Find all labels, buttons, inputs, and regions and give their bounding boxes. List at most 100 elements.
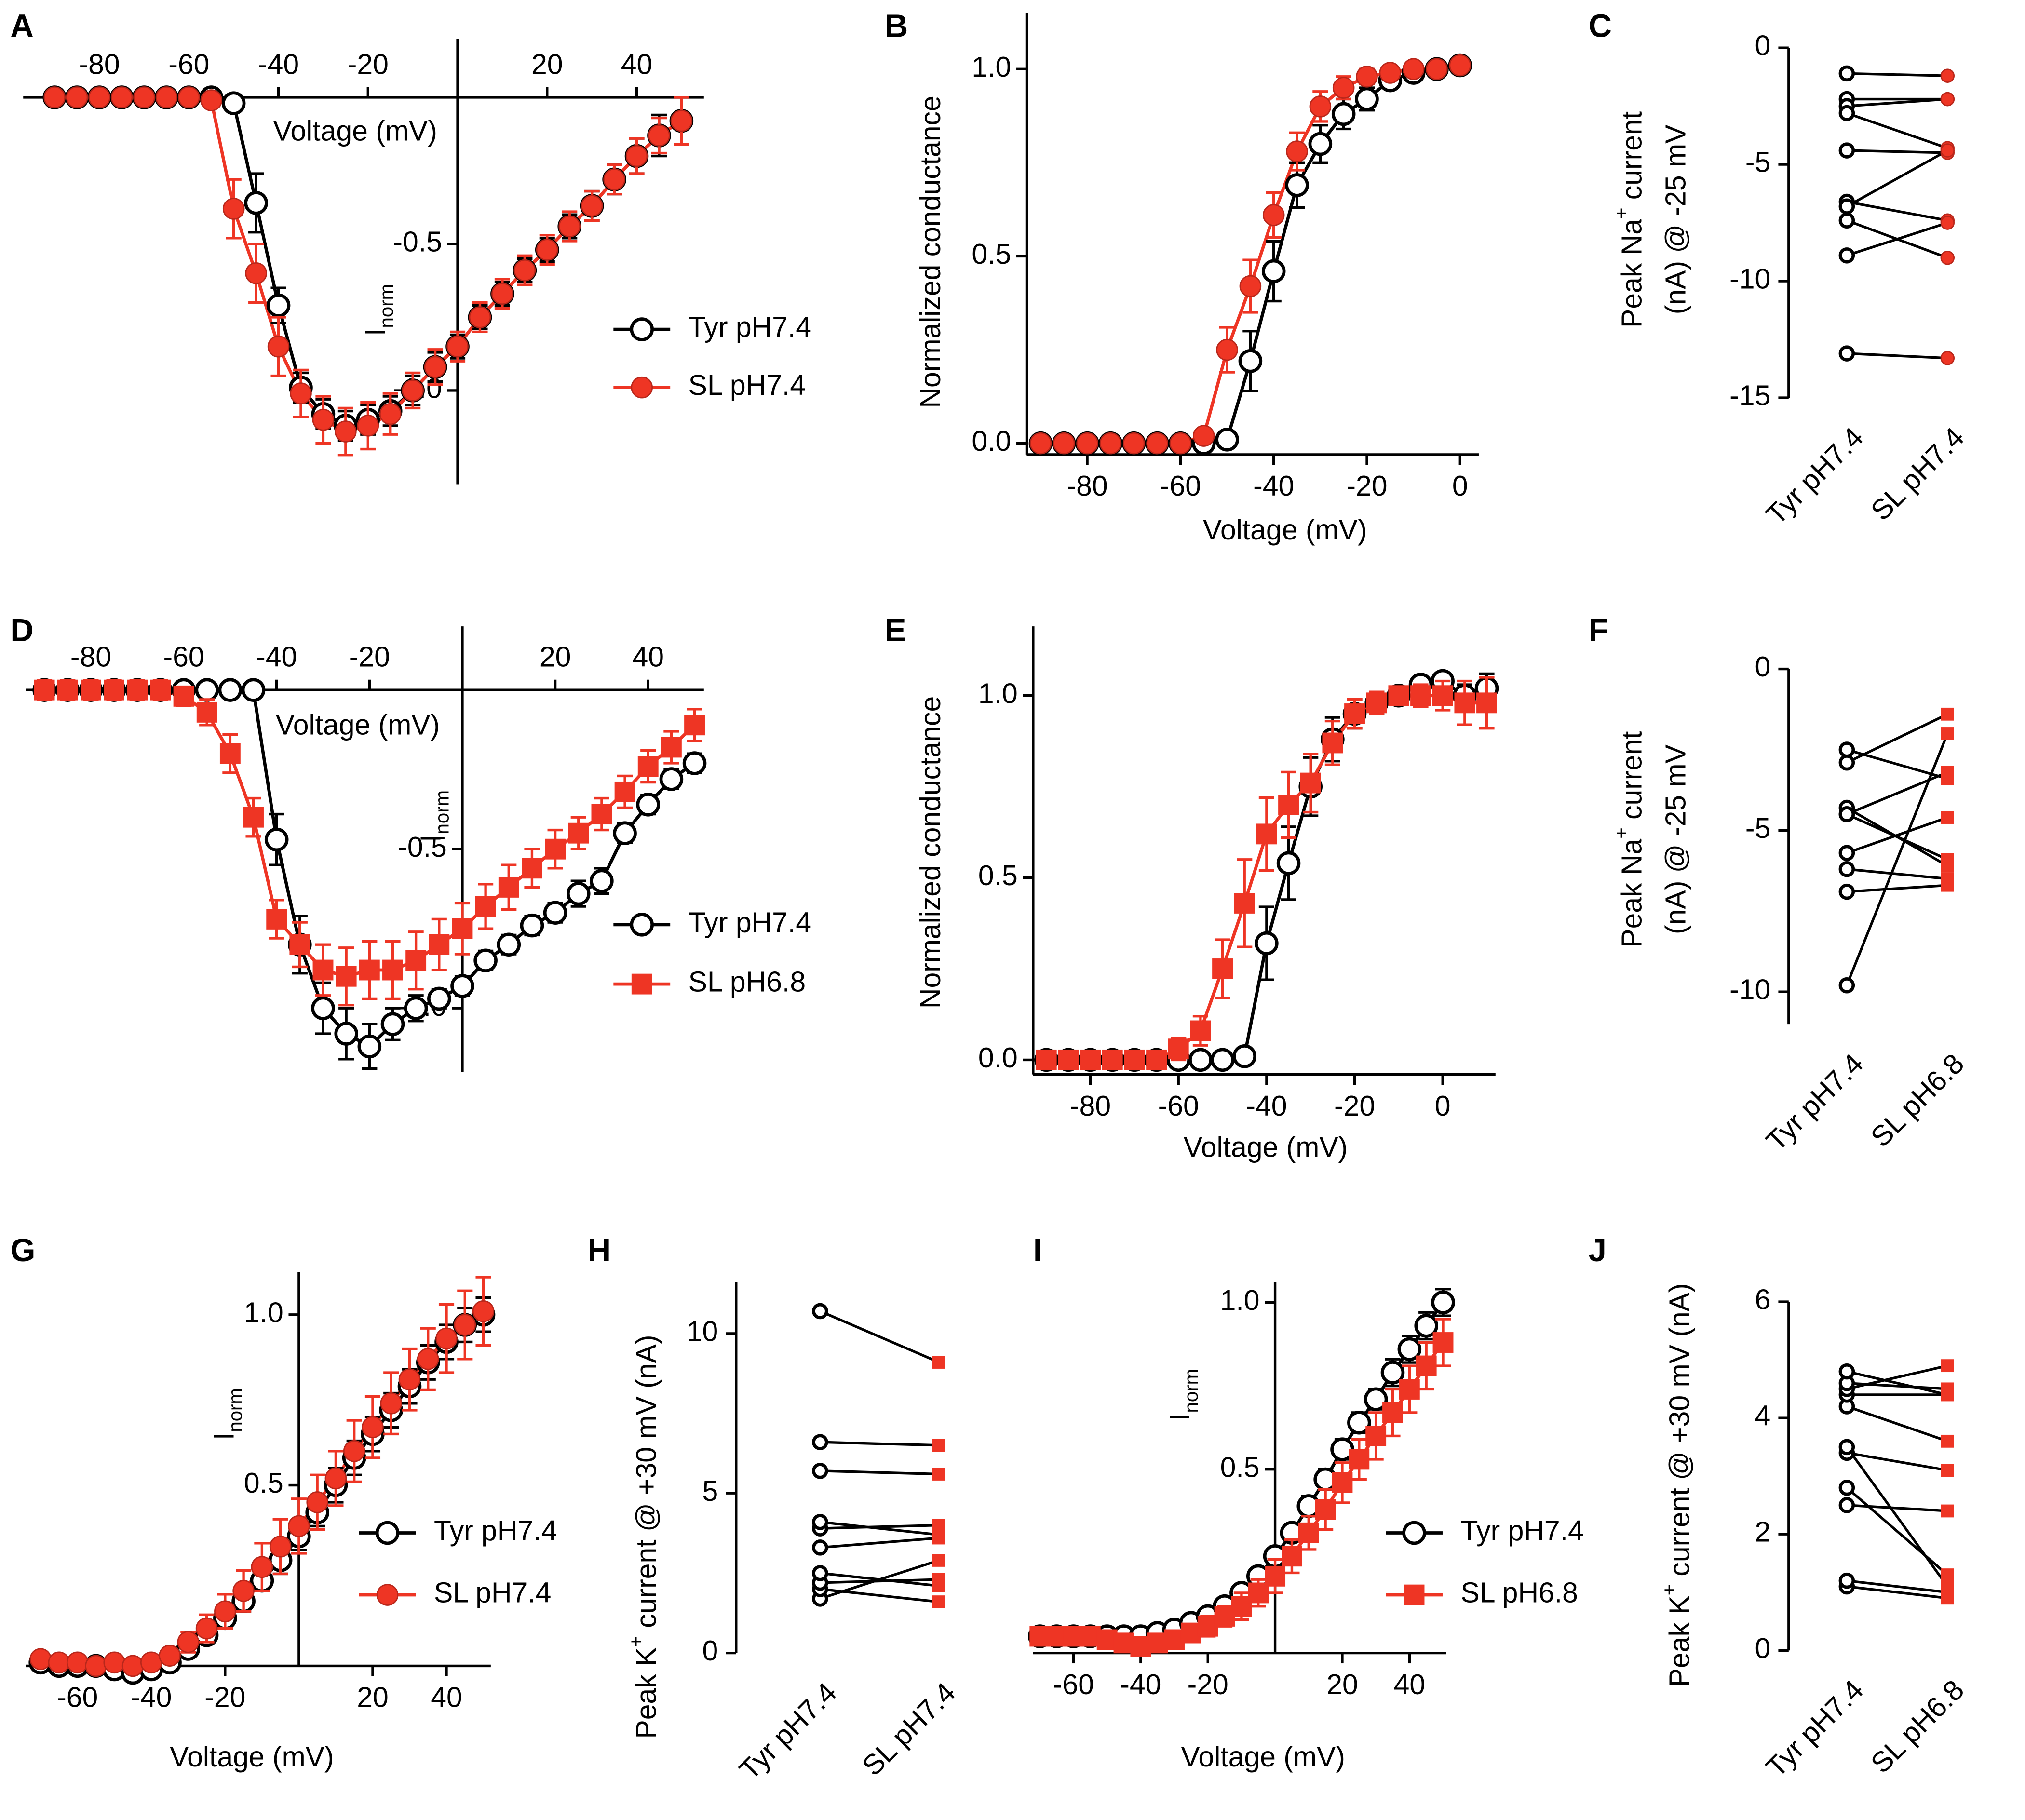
marker xyxy=(1838,1572,1855,1589)
y-axis-label: Peak K+ current @ +30 mV (nA) xyxy=(1659,1283,1695,1687)
marker xyxy=(218,678,243,702)
x-axis-label: Voltage (mV) xyxy=(1181,1741,1345,1773)
marker xyxy=(450,974,474,998)
marker xyxy=(195,1617,218,1640)
x-tick-label: Tyr pH7.4 xyxy=(1760,421,1870,531)
pair-line xyxy=(1847,72,1948,77)
label-part: current xyxy=(1616,111,1647,208)
y-axis-label: Inorm xyxy=(1164,1369,1202,1421)
marker xyxy=(932,1595,945,1608)
x-tick-label: 40 xyxy=(632,641,664,673)
label-part: norm xyxy=(376,284,397,328)
marker xyxy=(812,1303,828,1320)
marker xyxy=(1210,1048,1235,1072)
legend-marker xyxy=(631,376,653,399)
y-tick-label: 0.0 xyxy=(978,1042,1018,1074)
marker xyxy=(110,86,133,108)
panel-letter: G xyxy=(10,1232,35,1268)
pair-line xyxy=(1847,1504,1948,1512)
marker xyxy=(380,1012,405,1037)
marker xyxy=(469,306,491,328)
pair-line xyxy=(1846,1446,1949,1588)
y-axis-label: Peak Na+ current xyxy=(1611,731,1647,948)
marker xyxy=(670,109,693,132)
marker xyxy=(266,908,287,930)
x-tick-label: Tyr pH7.4 xyxy=(733,1677,843,1786)
marker xyxy=(1300,772,1321,794)
panel-letter: C xyxy=(1589,8,1612,44)
y-axis-label: Inorm xyxy=(208,1388,246,1440)
marker xyxy=(133,86,155,108)
x-tick-label: 20 xyxy=(357,1682,389,1713)
y-axis-label: Peak K+ current @ +30 mV (nA) xyxy=(625,1335,662,1739)
x-axis-label: Voltage (mV) xyxy=(170,1741,334,1773)
marker xyxy=(1124,1049,1145,1070)
marker xyxy=(1332,77,1355,99)
pair-line xyxy=(1846,200,1948,222)
marker xyxy=(312,408,335,431)
pair-line xyxy=(1847,868,1948,880)
marker xyxy=(1122,432,1145,455)
marker xyxy=(932,1356,945,1369)
marker xyxy=(446,335,469,358)
pair-line xyxy=(820,1523,939,1530)
marker xyxy=(1261,259,1286,283)
x-tick-label: Tyr pH7.4 xyxy=(1760,1048,1870,1157)
marker xyxy=(85,1655,107,1677)
y-tick-label: -10 xyxy=(1729,974,1770,1006)
marker xyxy=(812,1463,828,1479)
legend-label: SL pH6.8 xyxy=(688,967,806,998)
pair-line xyxy=(1846,221,1948,257)
y-tick-label: 0.0 xyxy=(972,426,1011,457)
x-tick-label: -80 xyxy=(79,49,120,80)
y-tick-label: 0 xyxy=(1755,651,1771,683)
marker xyxy=(1838,1480,1855,1496)
marker xyxy=(648,124,670,147)
marker xyxy=(362,1416,384,1439)
pair-line xyxy=(1847,884,1948,893)
marker xyxy=(357,415,379,437)
y-tick-label: 0.5 xyxy=(972,239,1011,270)
pair-line xyxy=(1846,1486,1949,1576)
marker xyxy=(1331,102,1356,126)
marker xyxy=(454,1314,476,1336)
y-axis-label: Inorm xyxy=(360,284,398,336)
marker xyxy=(200,89,223,111)
marker xyxy=(221,91,246,115)
panel-letter: D xyxy=(10,612,33,648)
marker xyxy=(472,1300,495,1322)
marker xyxy=(1941,1464,1954,1477)
marker xyxy=(613,821,637,845)
legend-label: Tyr pH7.4 xyxy=(1460,1515,1583,1547)
marker xyxy=(267,335,290,358)
marker xyxy=(241,678,266,702)
x-tick-label: -80 xyxy=(70,641,111,673)
marker xyxy=(614,781,635,802)
x-tick-label: 40 xyxy=(621,49,653,80)
panel-letter: B xyxy=(885,8,908,44)
marker xyxy=(222,198,245,220)
y-tick-label: 2 xyxy=(1755,1517,1771,1548)
marker xyxy=(1058,1049,1079,1070)
marker xyxy=(122,1655,144,1677)
marker xyxy=(311,996,335,1021)
label-part: + xyxy=(625,1636,647,1647)
pair-line xyxy=(1846,713,1948,764)
marker xyxy=(29,1648,52,1671)
marker xyxy=(1278,794,1299,815)
marker xyxy=(491,283,513,305)
x-tick-label: -40 xyxy=(1253,471,1294,502)
legend-label: SL pH7.4 xyxy=(434,1577,551,1609)
marker xyxy=(1416,1355,1437,1376)
marker xyxy=(335,420,357,443)
marker xyxy=(266,293,291,318)
marker xyxy=(1449,54,1472,77)
marker xyxy=(1838,65,1855,82)
marker xyxy=(1169,432,1192,455)
marker xyxy=(1255,931,1279,956)
x-tick-label: 20 xyxy=(531,49,563,80)
marker xyxy=(475,896,496,917)
marker xyxy=(812,1434,828,1450)
marker xyxy=(1838,105,1855,121)
